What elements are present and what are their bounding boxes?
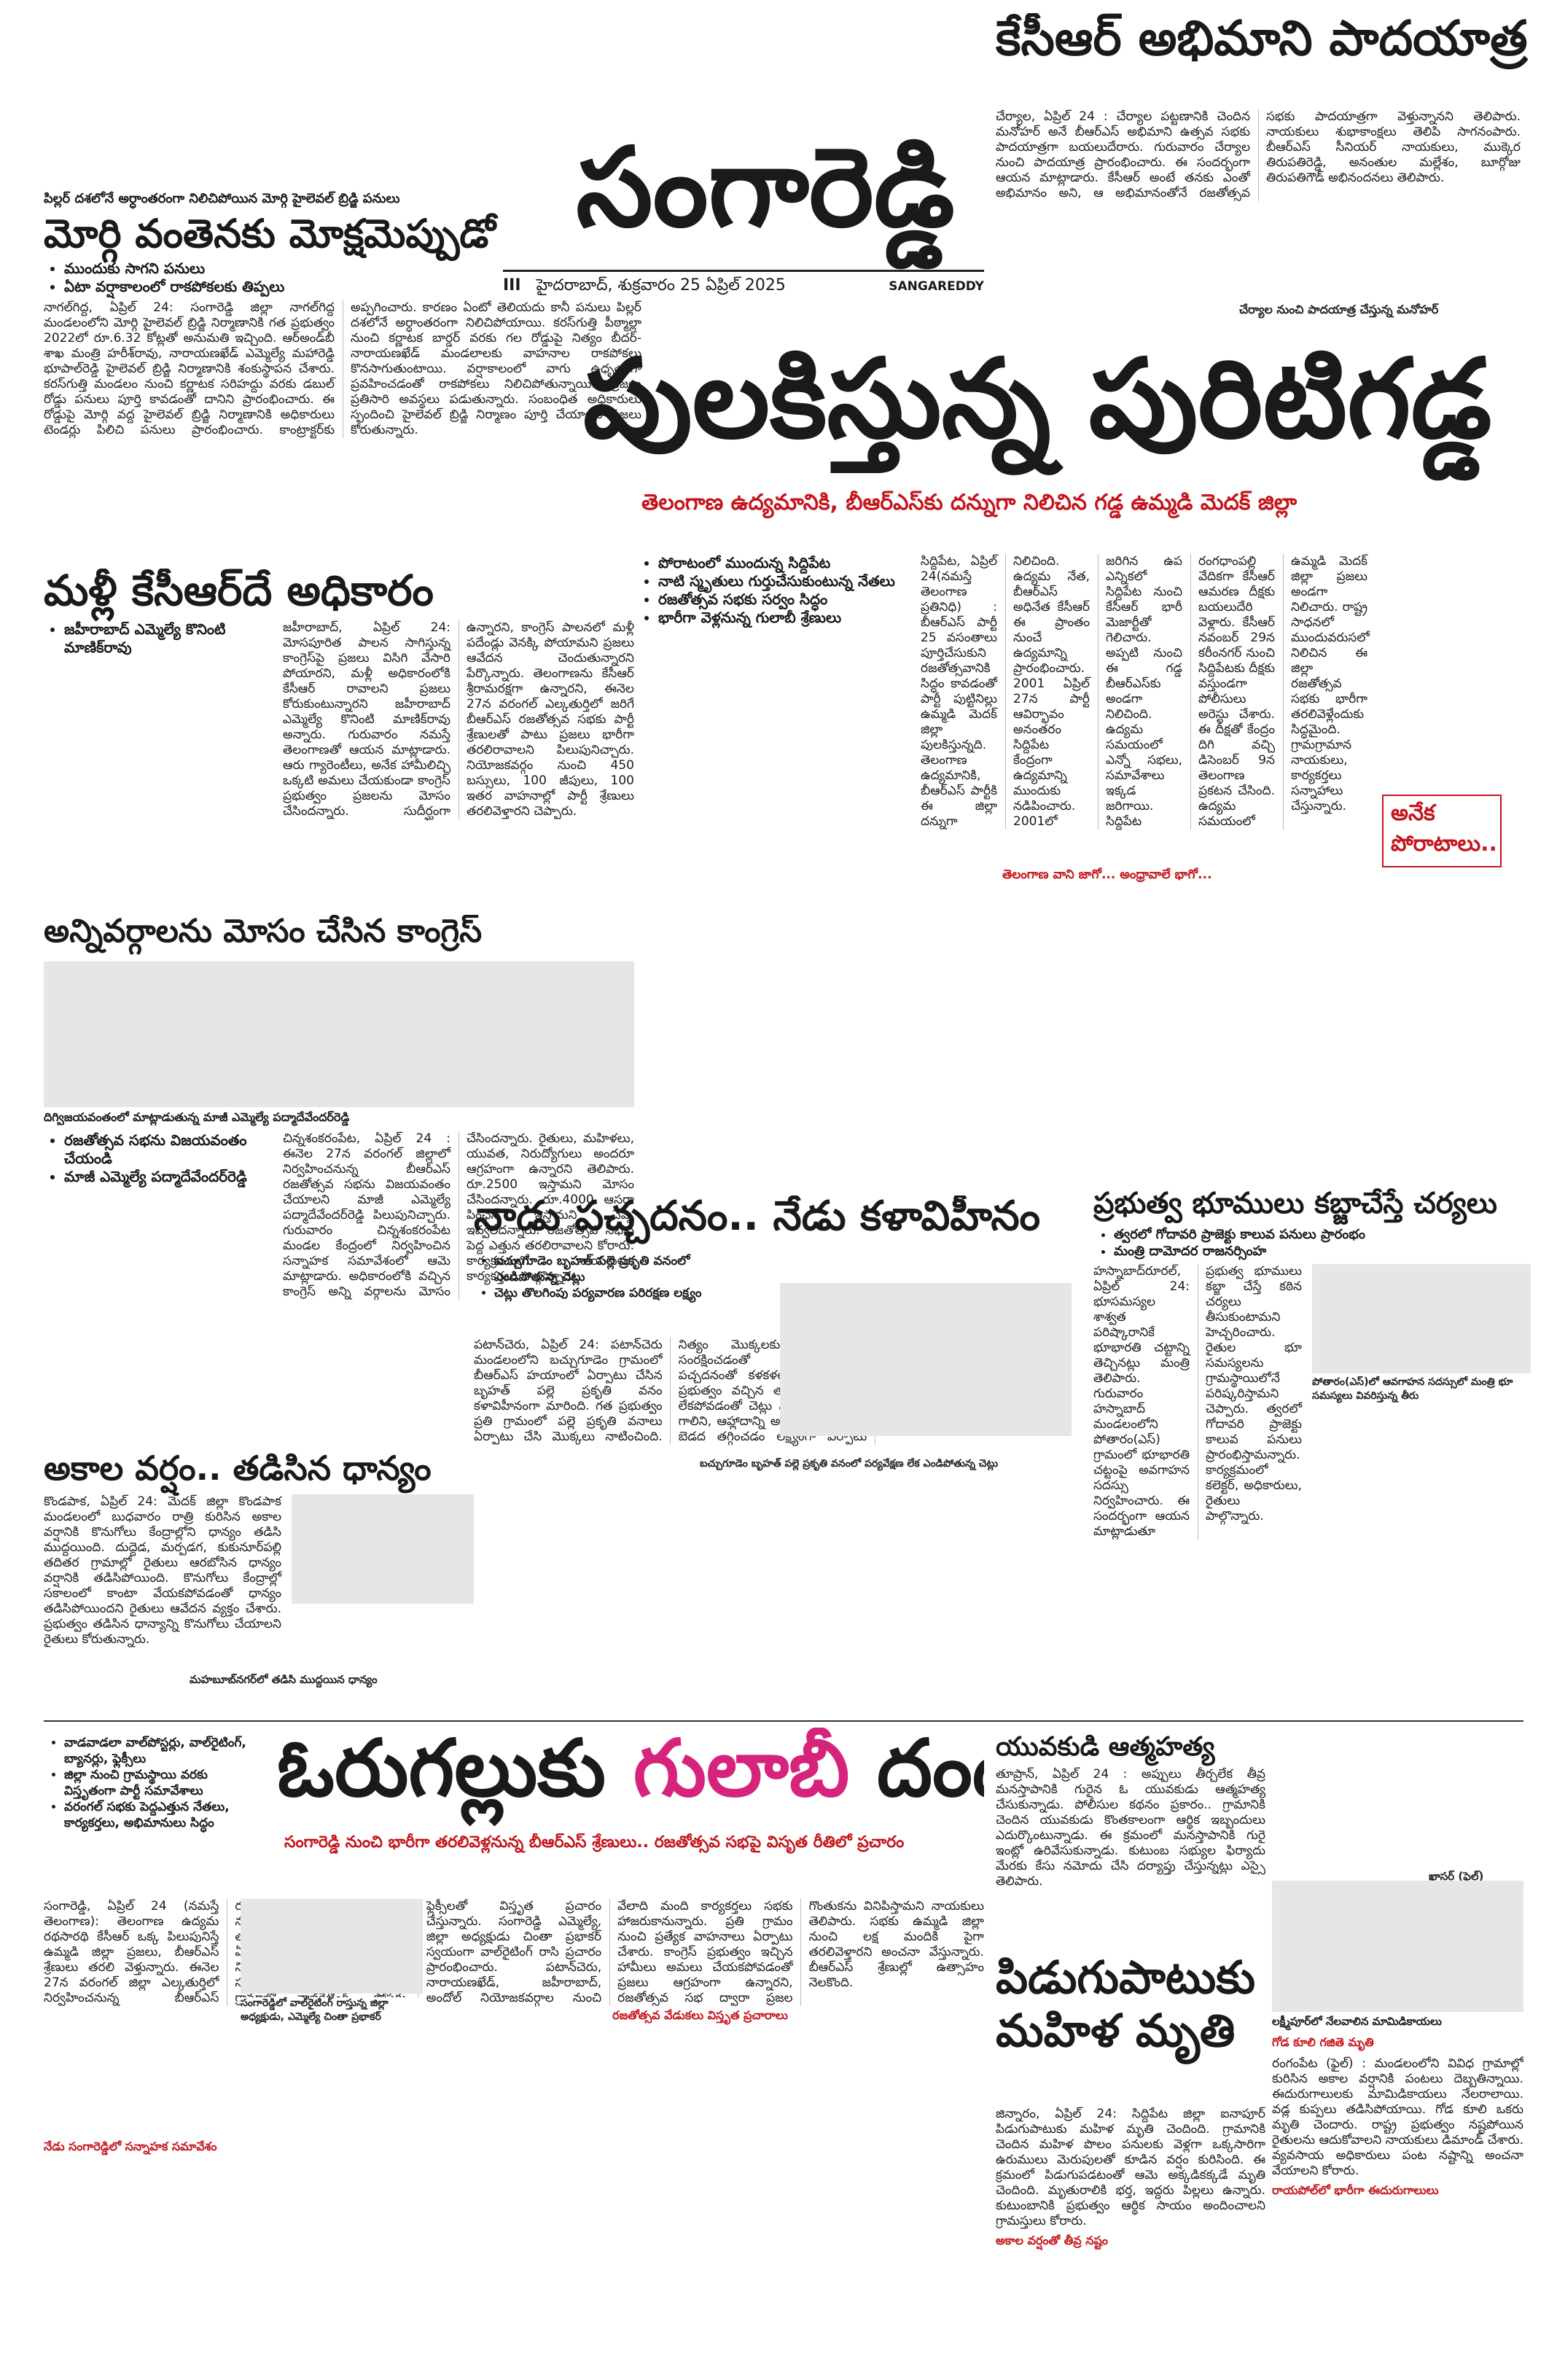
bullets: ముందుకు సాగని పనులు ఏటా వర్షాకాలంలో రాకప… — [44, 260, 312, 296]
headline: పులకిస్తున్న పురిటిగడ్డ — [583, 343, 1492, 463]
body: సంగారెడ్డి, ఏప్రిల్ 24 (నమస్తే తెలంగాణ):… — [44, 1899, 984, 2005]
nadu-story: నాడు పచ్చదనం.. నేడు కళావిహీనం బచ్చుగూడెం… — [474, 1195, 1072, 1706]
headline-part: గులాబీ — [633, 1728, 850, 1814]
inline-head: రజతోత్సవ వేడుకలు విస్తృత ప్రచారాలు — [612, 2008, 788, 2025]
pidugu-head: పిడుగుపాటుకు మహిళ మృతి — [996, 1954, 1265, 2085]
headline: ప్రభుత్వ భూములు కబ్జాచేస్తే చర్యలు — [1093, 1188, 1498, 1220]
bullet: మంత్రి దామోదర రాజనర్సింహ — [1114, 1243, 1391, 1260]
bullets: పోరాటంలో ముందున్న సిద్దిపేట నాటి స్మృతుల… — [638, 554, 921, 627]
headline: అన్నివర్గాలను మోసం చేసిన కాంగ్రెస్ — [44, 915, 483, 950]
dateline: III హైదరాబాద్, శుక్రవారం 25 ఏప్రిల్ 2025… — [503, 270, 984, 305]
bullet: చెట్లు తొలగింపు పర్యవారణ పరిరక్షణ లక్ష్య… — [494, 1285, 757, 1301]
photo — [1272, 1881, 1523, 2012]
masthead-title: సంగారెడ్డి — [576, 131, 955, 251]
body: జిన్నారం, ఏప్రిల్ 24: సిద్దిపేట జిల్లా ఐ… — [996, 2107, 1265, 2228]
headline: ఓరుగల్లుకు గులాబీ దండు — [277, 1728, 984, 1810]
subhead: తెలంగాణ ఉద్యమానికి, బీఆర్ఎస్‌కు దన్నుగా … — [641, 490, 1298, 515]
quote: తెలంగాణ వాని జాగో... అంధ్రావాలే భాగో... — [1002, 867, 1212, 885]
inline-head: అకాల వర్షంతో తీవ్ర నష్టం — [996, 2233, 1108, 2247]
bullet: వాడవాడలా వాల్‌పోస్టర్లు, వాల్‌రైటింగ్, బ… — [64, 1735, 262, 1767]
divider — [44, 1720, 1523, 1722]
body: సిద్దిపేట, ఏప్రిల్ 24(నమస్తే తెలంగాణ ప్ర… — [921, 554, 1370, 829]
pidugu-story: జిన్నారం, ఏప్రిల్ 24: సిద్దిపేట జిల్లా ఐ… — [996, 2107, 1265, 2369]
headline: పిడుగుపాటుకు — [996, 1954, 1256, 2004]
top-right-story: చేర్యాల, ఏప్రిల్ 24 : చేర్యాల పట్టణానికి… — [996, 109, 1521, 350]
kicker: పిల్లర్ దశలోనే అర్ధాంతరంగా నిలిచిపోయిన మ… — [44, 191, 400, 206]
date: హైదరాబాద్, శుక్రవారం 25 ఏప్రిల్ 2025 — [536, 276, 786, 294]
bullet: భారీగా వెళ్లనున్న గులాబీ శ్రేణులు — [658, 609, 921, 627]
headline: యువకుడి ఆత్మహత్య — [996, 1733, 1215, 1762]
english-name: SANGAREDDY — [889, 279, 984, 294]
inline-head: గోడ కూలి గజితె మృతి — [1272, 2035, 1374, 2049]
bullets: త్వరలో గోదావరి ప్రాజెక్టు కాలువ పనులు ప్… — [1093, 1226, 1391, 1260]
orugallu-head: ఓరుగల్లుకు గులాబీ దండు — [277, 1728, 984, 1830]
bullet: మాజీ ఎమ్మెల్యే పద్మాదేవేందర్‌రెడ్డి — [64, 1168, 283, 1186]
body: నాగల్‌గిద్ద, ఏప్రిల్ 24: సంగారెడ్డి జిల్… — [44, 300, 641, 437]
yuva-story: యువకుడి ఆత్మహత్య తూప్రాన్, ఏప్రిల్ 24 : … — [996, 1733, 1265, 1967]
caption: లక్ష్మీపూర్‌లో నేలవాలిన మామిడికాయలు — [1272, 2015, 1442, 2028]
bullet: జహీరాబాద్ ఎమ్మెల్యే కొనింటి మాణిక్‌రావు — [64, 620, 283, 657]
bhumi-story: ప్రభుత్వ భూములు కబ్జాచేస్తే చర్యలు త్వరల… — [1093, 1188, 1531, 1713]
headline: మహిళ మృతి — [996, 2004, 1236, 2058]
body: చిన్నశంకరంపేట, ఏప్రిల్ 24 : ఈనెల 27న వరం… — [283, 1131, 634, 1300]
body: జహీరాబాద్, ఏప్రిల్ 24: మోసపూరిత పాలన సాగ… — [283, 620, 634, 819]
photo — [292, 1494, 474, 1604]
kicker: దిగ్విజయవంతంలో మాట్లాడుతున్న మాజీ ఎమ్మెల… — [44, 1110, 350, 1125]
inline-head: రాయపోల్‌లో భారీగా ఈదురుగాలులు — [1272, 2183, 1439, 2197]
lead-head: పులకిస్తున్న పురిటిగడ్డ — [583, 343, 1545, 488]
body: రంగంపేట (ఫైల్) : మండలంలోని వివిధ గ్రామాల… — [1272, 2056, 1523, 2178]
body: చేర్యాల, ఏప్రిల్ 24 : చేర్యాల పట్టణానికి… — [996, 109, 1521, 200]
photo — [780, 1283, 1072, 1436]
bullet: నాటి స్మృతులు గుర్తుచేసుకుంటున్న నేతలు — [658, 572, 921, 590]
orugallu-bullets: వాడవాడలా వాల్‌పోస్టర్లు, వాల్‌రైటింగ్, బ… — [44, 1735, 262, 1895]
malli-story: మళ్లీ కేసీఆర్‌దే అధికారం జహీరాబాద్ ఎమ్మె… — [44, 569, 634, 904]
bullet: త్వరలో గోదావరి ప్రాజెక్టు కాలువ పనులు ప్… — [1114, 1226, 1391, 1243]
inline-head: నేడు సంగారెడ్డిలో సన్నాహక సమావేశం — [44, 2139, 217, 2156]
caption: పోతారం(ఎస్)లో ఆవగాహన సదస్సులో మంత్రి భూ … — [1312, 1376, 1513, 1402]
headline: అకాల వర్షం.. తడిసిన ధాన్యం — [44, 1451, 432, 1488]
photo — [241, 1899, 423, 1994]
bullet: రజతోత్సవ సభను విజయవంతం చేయండి — [64, 1131, 283, 1168]
bullet: ముందుకు సాగని పనులు — [64, 260, 312, 278]
lead-story: పోరాటంలో ముందున్న సిద్దిపేట నాటి స్మృతుల… — [638, 554, 1531, 1072]
bullet: వరంగల్ సభకు పెద్దఎత్తున నేతలు, కార్యకర్త… — [64, 1799, 262, 1831]
orugallu-story: సంగారెడ్డి, ఏప్రిల్ 24 (నమస్తే తెలంగాణ):… — [44, 1899, 984, 2373]
caption: చేర్యాల నుంచి పాదయాత్ర చేస్తున్న మనోహర్ — [1239, 303, 1439, 316]
bullet: ఏటా వర్షాకాలంలో రాకపోకలకు తిప్పలు — [64, 278, 312, 296]
headline: కేసీఆర్ అభిమాని పాదయాత్ర — [996, 13, 1528, 66]
subhead: సంగారెడ్డి నుంచి భారీగా తరలివెళ్లనున్న బ… — [284, 1833, 905, 1852]
box: అనేక పోరాటాలు.. — [1382, 795, 1502, 867]
photo — [44, 961, 634, 1108]
anni-story: అన్నివర్గాలను మోసం చేసిన కాంగ్రెస్ దిగ్వ… — [44, 915, 634, 1440]
bullets: రజతోత్సవ సభను విజయవంతం చేయండి మాజీ ఎమ్మె… — [44, 1131, 283, 1186]
caption: సంగారెడ్డిలో వాల్‌రైటింగ్ రాస్తున్న జిల్… — [241, 1997, 423, 2025]
body: తూప్రాన్, ఏప్రిల్ 24 : అప్పులు తీర్చలేక … — [996, 1766, 1265, 1889]
headline-part: దండు — [876, 1728, 984, 1814]
byline: ఖాసర్ (ఫైల్) — [1429, 1870, 1484, 1883]
bullet: రజతోత్సవ సభకు సర్వం సిద్ధం — [658, 590, 921, 609]
masthead: సంగారెడ్డి — [554, 131, 977, 277]
bullet: బచ్చుగూడెం బృహత్ పల్లె ప్రకృతి వనంలో ఎండ… — [494, 1253, 757, 1285]
edition: III — [503, 276, 521, 294]
morgi-story: పిల్లర్ దశలోనే అర్ధాంతరంగా నిలిచిపోయిన మ… — [44, 191, 641, 672]
bullet: జిల్లా నుంచి గ్రామస్థాయి వరకు విస్తృతంగా… — [64, 1767, 262, 1799]
body: కొండపాక, ఏప్రిల్ 24: మెదక్ జిల్లా కొండపా… — [44, 1494, 281, 1647]
top-right-head: కేసీఆర్ అభిమాని పాదయాత్ర — [996, 13, 1528, 101]
headline: నాడు పచ్చదనం.. నేడు కళావిహీనం — [474, 1195, 1041, 1240]
right-column: లక్ష్మీపూర్‌లో నేలవాలిన మామిడికాయలు గోడ … — [1272, 1735, 1523, 2369]
caption: బచ్చుగూడెం బృహత్ పల్లె ప్రకృతి వనంలో పర్… — [700, 1458, 999, 1470]
headline: మళ్లీ కేసీఆర్‌దే అధికారం — [44, 569, 434, 615]
bullets: వాడవాడలా వాల్‌పోస్టర్లు, వాల్‌రైటింగ్, బ… — [44, 1735, 262, 1831]
photo — [1312, 1264, 1531, 1373]
headline: మోర్గి వంతెనకు మోక్షమెప్పుడో — [44, 211, 496, 257]
headline-part: ఓరుగల్లుకు — [277, 1728, 633, 1814]
bullets: జహీరాబాద్ ఎమ్మెల్యే కొనింటి మాణిక్‌రావు — [44, 620, 283, 657]
akala-story: అకాల వర్షం.. తడిసిన ధాన్యం కొండపాక, ఏప్ర… — [44, 1451, 474, 1713]
body: హస్నాబాద్‌రూరల్, ఏప్రిల్ 24: భూసమస్యల శా… — [1093, 1264, 1302, 1539]
bullets: బచ్చుగూడెం బృహత్ పల్లె ప్రకృతి వనంలో ఎండ… — [474, 1253, 757, 1301]
caption: మహబూబ్‌నగర్‌లో తడిసి ముద్దయిన ధాన్యం — [190, 1673, 378, 1689]
bullet: పోరాటంలో ముందున్న సిద్దిపేట — [658, 554, 921, 572]
